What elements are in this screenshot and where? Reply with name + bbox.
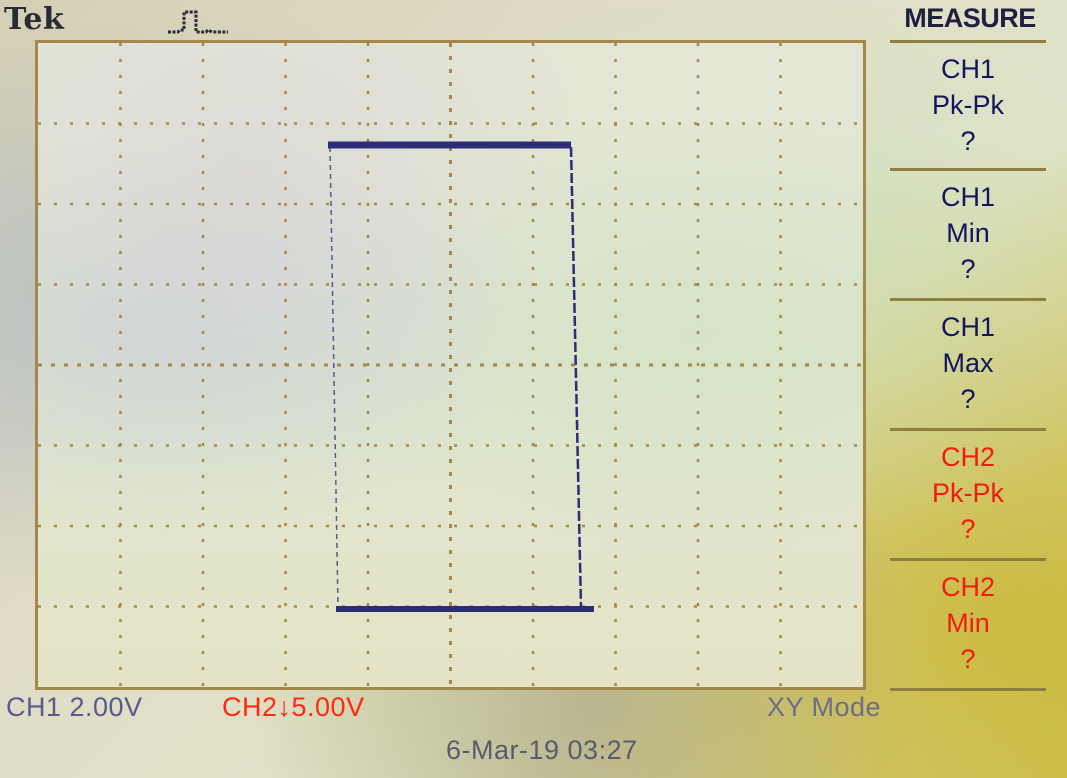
menu-item-measurement: Min <box>946 608 990 638</box>
menu-title: MEASURE <box>904 3 1036 33</box>
menu-item-source: CH1 <box>940 54 995 84</box>
menu-item-measurement: Pk-Pk <box>931 90 1004 120</box>
menu-item-measurement: Max <box>942 348 994 378</box>
measure-menu: MEASURE CH1 Pk-Pk ? CH1 Min ? CH1 Max ? … <box>890 0 1050 692</box>
menu-item-source: CH1 <box>940 312 995 342</box>
menu-item-value: ? <box>960 514 976 544</box>
menu-item-value: ? <box>960 126 976 156</box>
menu-item-source: CH2 <box>940 572 995 602</box>
display-mode-readout: XY Mode <box>767 692 882 722</box>
graticule <box>38 43 863 687</box>
menu-item-ch1-pk-pk[interactable]: CH1 Pk-Pk ? <box>890 40 1046 168</box>
menu-item-source: CH2 <box>940 442 995 472</box>
ch2-scale-readout: CH2↓5.00V <box>222 692 365 722</box>
menu-item-measurement: Pk-Pk <box>931 478 1004 508</box>
menu-item-value: ? <box>960 644 976 674</box>
menu-item-ch2-pk-pk[interactable]: CH2 Pk-Pk ? <box>890 428 1046 556</box>
menu-item-ch1-max[interactable]: CH1 Max ? <box>890 298 1046 426</box>
menu-item-ch1-min[interactable]: CH1 Min ? <box>890 168 1046 296</box>
menu-item-source: CH1 <box>940 182 995 212</box>
waveform-display <box>35 40 866 690</box>
brand-logo: Tek <box>4 2 65 37</box>
menu-item-measurement: Min <box>946 218 990 248</box>
menu-divider <box>890 688 1046 691</box>
ch1-scale-readout: CH1 2.00V <box>6 692 143 722</box>
date-time-readout: 6-Mar-19 03:27 <box>446 735 638 765</box>
menu-item-value: ? <box>960 384 976 414</box>
xy-trace-right <box>569 146 583 608</box>
menu-item-ch2-min[interactable]: CH2 Min ? <box>890 558 1046 686</box>
menu-item-value: ? <box>960 254 976 284</box>
square-pulse-icon <box>168 10 228 34</box>
xy-trace-left <box>329 146 339 608</box>
